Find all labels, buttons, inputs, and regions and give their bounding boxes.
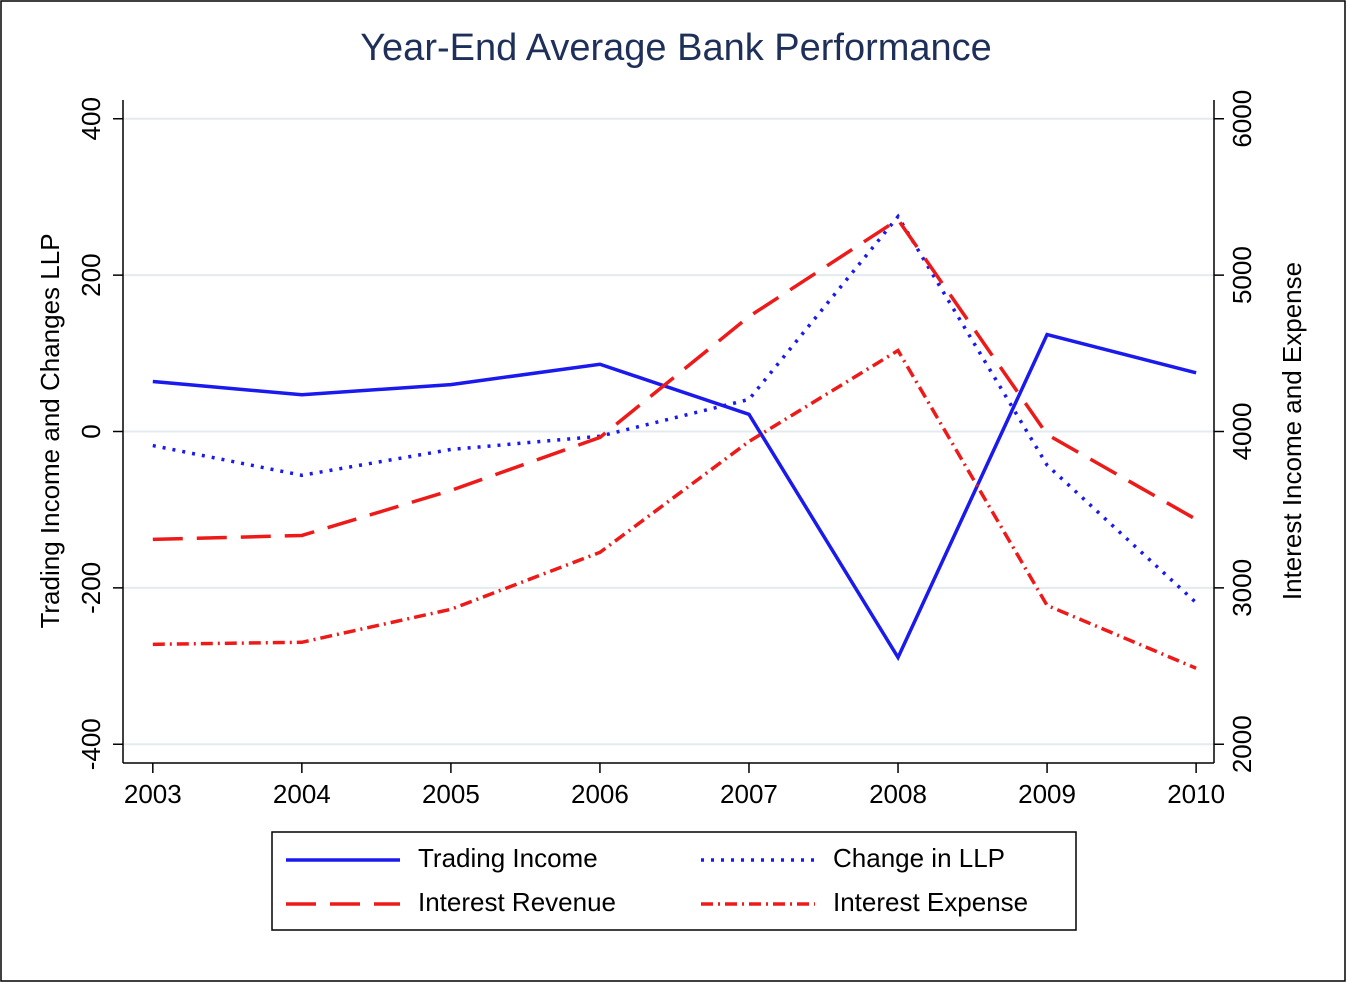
y2-tick-label: 6000	[1227, 90, 1257, 148]
x-tick-label: 2007	[720, 779, 778, 809]
y-tick-label: 400	[76, 97, 106, 140]
y-tick-label: 200	[76, 253, 106, 296]
x-tick-label: 2010	[1167, 779, 1225, 809]
y-axis-title: Trading Income and Changes LLP	[35, 233, 65, 628]
chart-title: Year-End Average Bank Performance	[360, 27, 992, 69]
x-tick-label: 2006	[571, 779, 629, 809]
legend-label: Interest Expense	[833, 887, 1028, 917]
y2-tick-label: 5000	[1227, 246, 1257, 304]
x-tick-label: 2008	[869, 779, 927, 809]
y2-tick-label: 4000	[1227, 403, 1257, 461]
legend-label: Interest Revenue	[418, 887, 616, 917]
y2-tick-label: 2000	[1227, 715, 1257, 773]
series-line	[152, 348, 1197, 670]
legend-label: Trading Income	[418, 843, 598, 873]
x-tick-label: 2005	[422, 779, 480, 809]
y-tick-label: -200	[76, 562, 106, 614]
y-tick-label: -400	[76, 718, 106, 770]
legend-label: Change in LLP	[833, 843, 1005, 873]
x-tick-label: 2003	[124, 779, 182, 809]
legend-box	[271, 831, 1077, 931]
x-tick-label: 2009	[1018, 779, 1076, 809]
x-tick-label: 2004	[273, 779, 331, 809]
series-line	[152, 332, 1197, 662]
y2-tick-label: 3000	[1227, 559, 1257, 617]
y-tick-label: 0	[76, 424, 106, 438]
y2-axis-title: Interest Income and Expense	[1277, 262, 1307, 600]
